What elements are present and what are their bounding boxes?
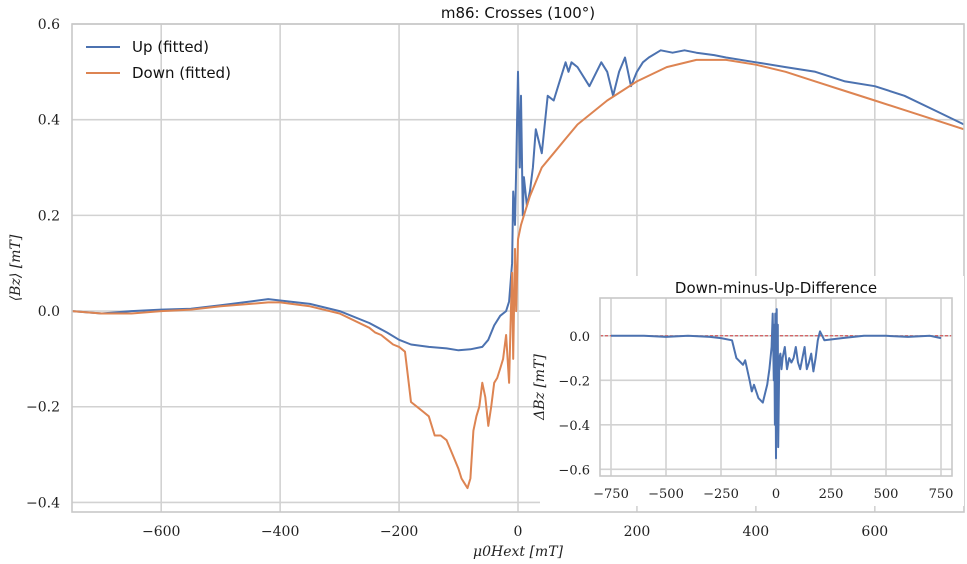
main-x-tick-label: 0 (514, 524, 523, 540)
inset-y-axis-label: ΔBz [mT] (532, 354, 548, 421)
inset-series (611, 308, 942, 460)
main-x-tick-label: −600 (142, 524, 180, 540)
inset-y-tick-label: 0.0 (569, 330, 590, 345)
main-title: m86: Crosses (100°) (441, 4, 595, 22)
inset-y-tick-label: −0.2 (558, 374, 590, 389)
inset-x-tick-label: −500 (648, 487, 684, 502)
main-x-tick-label: 200 (624, 524, 651, 540)
inset-title: Down-minus-Up-Difference (675, 279, 877, 297)
main-x-tick-label: 400 (742, 524, 769, 540)
inset-plot: −750 −500 −250 0 250 500 750 −0.6 −0.4 −0.2 0.0 D… (532, 276, 964, 506)
inset-x-tick-label: 500 (874, 487, 899, 502)
main-series-line-1 (71, 58, 965, 490)
main-y-tick-label: 0.6 (38, 17, 60, 33)
main-y-tick-label: −0.4 (26, 495, 60, 511)
main-y-tick-label: 0.2 (38, 208, 60, 224)
inset-x-tick-label: 0 (772, 487, 780, 502)
inset-y-tick-label: −0.6 (558, 463, 590, 478)
main-x-tick-label: 600 (861, 524, 888, 540)
inset-frame (599, 297, 953, 477)
main-series (71, 49, 965, 490)
main-x-tick-labels: −600 −400 −200 0 200 400 600 (142, 524, 888, 540)
legend: Up (fitted) Down (fitted) (86, 38, 231, 82)
main-x-tick-label: −400 (261, 524, 299, 540)
main-x-tick-label: −200 (380, 524, 418, 540)
main-y-tick-label: 0.4 (38, 113, 60, 129)
inset-y-tick-labels: −0.6 −0.4 −0.2 0.0 (558, 330, 590, 479)
inset-series-line-0 (611, 308, 942, 460)
main-frame (71, 23, 965, 513)
main-y-tick-label: 0.0 (38, 304, 60, 320)
main-y-axis-label: ⟨Bz⟩ [mT] (8, 234, 24, 301)
inset-x-tick-label: 750 (929, 487, 954, 502)
main-x-axis-label: μ0Hext [mT] (473, 544, 564, 560)
inset-x-tick-labels: −750 −500 −250 0 250 500 750 (593, 487, 953, 502)
main-y-tick-label: −0.2 (26, 400, 60, 416)
inset-x-tick-label: −250 (703, 487, 739, 502)
inset-x-tick-label: 250 (819, 487, 844, 502)
legend-label-up: Up (fitted) (132, 38, 209, 56)
main-y-tick-labels: −0.4 −0.2 0.0 0.2 0.4 0.6 (26, 17, 60, 511)
inset-x-tick-label: −750 (593, 487, 629, 502)
legend-label-down: Down (fitted) (132, 64, 231, 82)
inset-y-tick-label: −0.4 (558, 419, 590, 434)
